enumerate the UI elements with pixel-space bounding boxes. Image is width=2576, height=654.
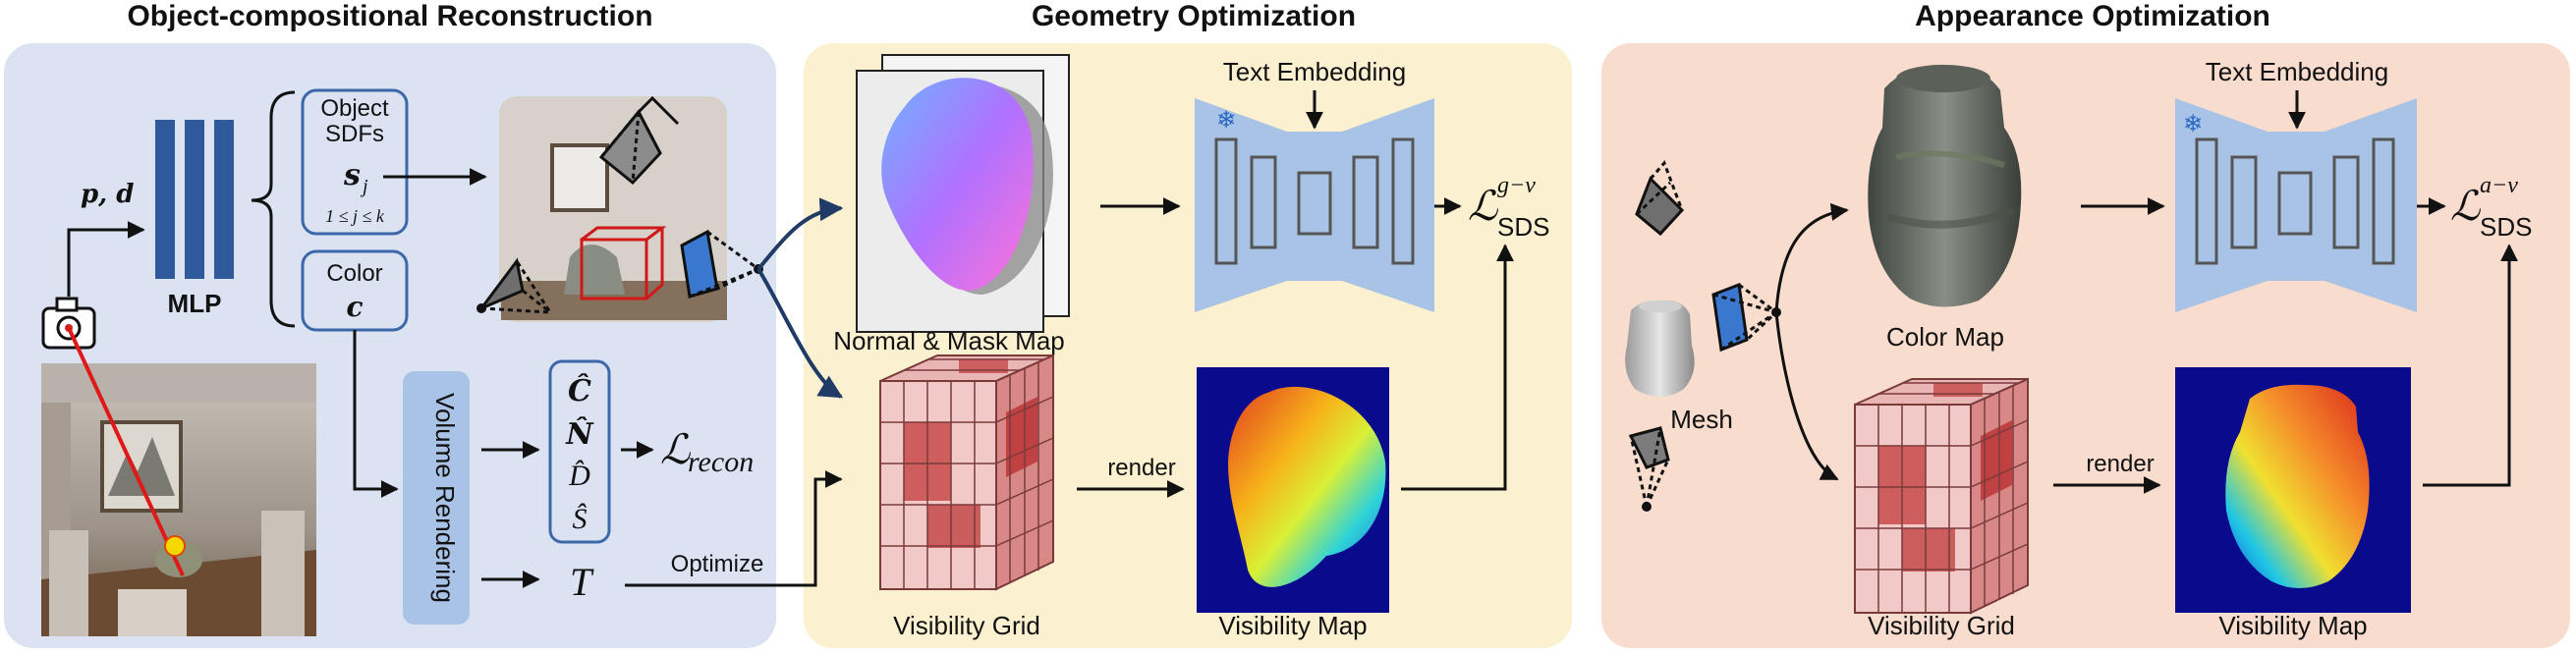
app-loss-symbol: ℒ bbox=[2450, 185, 2481, 230]
geo-visibility-map-label: Visibility Map bbox=[1218, 611, 1367, 640]
input-pd: p, d bbox=[81, 180, 134, 209]
camera-frustum-top bbox=[598, 95, 680, 186]
geo-render-label: render bbox=[1107, 455, 1175, 481]
output-depth: D̂ bbox=[568, 460, 590, 492]
decomposed-scene-photo bbox=[499, 96, 727, 322]
section-title-geometry: Geometry Optimization bbox=[1032, 0, 1356, 32]
geo-visibility-grid-label: Visibility Grid bbox=[893, 611, 1040, 640]
rendered-outputs-box bbox=[548, 359, 611, 544]
geo-visibility-map bbox=[1197, 367, 1389, 613]
room-photo bbox=[41, 327, 316, 636]
sdf-range: 1 ≤ j ≤ k bbox=[325, 206, 385, 226]
object-sdfs-line1: Object bbox=[320, 95, 389, 122]
color-map-label: Color Map bbox=[1886, 322, 2004, 352]
mesh-label: Mesh bbox=[1670, 405, 1733, 434]
loss-recon-symbol: ℒ bbox=[660, 428, 691, 473]
sample-point bbox=[164, 535, 186, 557]
section-title-appearance: Appearance Optimization bbox=[1915, 0, 2270, 32]
frozen-icon: ❄ bbox=[1216, 106, 1236, 134]
geo-loss-superscript: g−v bbox=[1497, 173, 1536, 198]
arrow-camera-to-grid bbox=[756, 267, 844, 399]
app-visibility-grid-label: Visibility Grid bbox=[1868, 611, 2015, 640]
arrow-color-to-volume bbox=[353, 330, 399, 498]
output-normal: N̂ bbox=[565, 417, 594, 452]
mlp-block bbox=[155, 120, 234, 279]
optimize-label: Optimize bbox=[671, 551, 764, 577]
camera-frustum-left bbox=[476, 257, 553, 314]
arrow-geo-map-to-loss bbox=[1401, 244, 1514, 491]
app-visibility-map-label: Visibility Map bbox=[2218, 611, 2367, 640]
app-frozen-icon: ❄ bbox=[2183, 110, 2203, 137]
arrow-app-map-to-loss bbox=[2423, 244, 2518, 487]
arrow-mesh-to-grid bbox=[1774, 311, 1839, 481]
normal-mask-label: Normal & Mask Map bbox=[833, 326, 1065, 355]
app-loss-subscript: SDS bbox=[2480, 212, 2532, 242]
panel-appearance bbox=[1601, 43, 2570, 648]
geo-text-embedding: Text Embedding bbox=[1223, 57, 1406, 86]
geo-visibility-grid bbox=[879, 354, 1054, 591]
arrow-optimize-to-grid bbox=[625, 470, 843, 587]
arrow-camera-to-mlp bbox=[67, 221, 145, 297]
app-text-embedding: Text Embedding bbox=[2206, 57, 2388, 86]
app-unet: ❄ bbox=[2175, 98, 2417, 312]
camera-ray bbox=[67, 327, 185, 576]
app-camera-top bbox=[1635, 160, 1685, 237]
mlp-label: MLP bbox=[168, 289, 222, 318]
section-title-reconstruction: Object-compositional Reconstruction bbox=[127, 0, 652, 32]
color-map-vase bbox=[1868, 64, 2022, 307]
loss-recon-subscript: recon bbox=[688, 446, 754, 478]
object-sdfs-line2: SDFs bbox=[325, 121, 384, 147]
sdf-subscript: j bbox=[360, 176, 368, 197]
geo-loss-symbol: ℒ bbox=[1468, 185, 1498, 230]
color-symbol: c bbox=[346, 291, 363, 323]
output-brace bbox=[251, 90, 296, 328]
mesh-vase bbox=[1625, 300, 1695, 397]
t-symbol: T bbox=[570, 560, 594, 604]
object-sdfs-box bbox=[301, 88, 409, 236]
color-label: Color bbox=[326, 260, 382, 287]
arrow-camera-to-normal bbox=[756, 197, 844, 271]
geo-loss-subscript: SDS bbox=[1497, 212, 1549, 242]
geo-unet: ❄ bbox=[1195, 98, 1434, 312]
app-visibility-map bbox=[2175, 367, 2411, 613]
output-semantic: Ŝ bbox=[573, 503, 588, 535]
volume-rendering-box bbox=[403, 371, 470, 625]
app-render-label: render bbox=[2086, 451, 2154, 477]
app-visibility-grid bbox=[1854, 377, 2029, 615]
volume-rendering-label: Volume Rendering bbox=[430, 393, 460, 603]
app-camera-bottom bbox=[1628, 426, 1670, 512]
output-color: Ĉ bbox=[568, 373, 591, 409]
arrow-mesh-to-color bbox=[1774, 203, 1849, 313]
app-loss-superscript: a−v bbox=[2480, 173, 2518, 198]
normal-mask-map bbox=[856, 54, 1070, 333]
sdf-symbol: s bbox=[343, 158, 361, 192]
